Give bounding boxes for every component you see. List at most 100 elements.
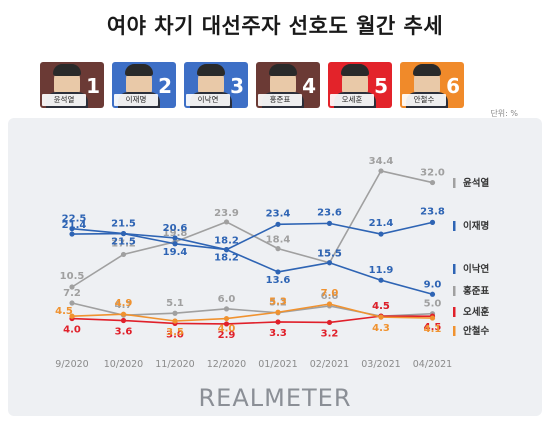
- data-label: 4.1: [424, 324, 442, 335]
- legend-swatch: [453, 221, 456, 231]
- data-label: 23.4: [266, 208, 291, 219]
- data-label: 5.1: [166, 298, 184, 309]
- portrait-hair: [341, 64, 369, 76]
- data-label: 4.3: [372, 323, 390, 334]
- data-label: 19.8: [163, 228, 188, 239]
- candidate-name: 이재명: [114, 94, 158, 106]
- data-label: 4.5: [424, 322, 442, 333]
- data-point: [223, 321, 230, 327]
- x-tick-label: 03/2021: [361, 359, 400, 370]
- data-label: 23.9: [214, 208, 239, 219]
- data-label: 3.0: [166, 329, 184, 340]
- data-label: 15.5: [317, 249, 342, 260]
- candidate-rank: 5: [374, 74, 388, 98]
- data-point: [429, 219, 436, 225]
- data-point: [429, 291, 436, 297]
- candidate-card: 6 안철수: [400, 62, 464, 108]
- legend-label: 홍준표: [463, 285, 489, 297]
- data-point: [120, 311, 127, 317]
- data-point: [378, 277, 384, 283]
- x-tick-label: 12/2020: [207, 359, 246, 370]
- data-label: 3.3: [269, 328, 287, 339]
- candidate-rank: 1: [86, 74, 100, 98]
- candidate-name: 윤석열: [42, 94, 86, 106]
- data-label: 9.0: [424, 279, 442, 290]
- data-point: [275, 319, 281, 325]
- data-label: 21.5: [111, 219, 136, 230]
- data-point: [326, 220, 333, 226]
- x-tick-label: 10/2020: [104, 359, 143, 370]
- candidate-card: 4 홍준표: [256, 62, 320, 108]
- data-point: [69, 231, 75, 237]
- data-label: 3.6: [115, 327, 133, 338]
- series-line: [71, 221, 433, 251]
- candidate-name: 안철수: [402, 94, 446, 106]
- data-point: [429, 179, 436, 186]
- data-label: 4.7: [115, 300, 133, 311]
- legend-swatch: [453, 326, 456, 336]
- x-tick-label: 9/2020: [55, 359, 88, 370]
- data-point: [378, 314, 384, 320]
- data-point: [172, 241, 178, 247]
- chart-title: 여야 차기 대선주자 선호도 월간 추세: [106, 14, 444, 38]
- portrait-hair: [53, 64, 81, 76]
- candidate-name: 이낙연: [186, 94, 230, 106]
- candidate-card: 2 이재명: [112, 62, 176, 108]
- candidate-rank: 3: [230, 74, 244, 98]
- x-tick-label: 01/2021: [258, 359, 297, 370]
- data-label: 19.4: [163, 247, 188, 258]
- data-point: [172, 318, 178, 324]
- candidate-card: 1 윤석열: [40, 62, 104, 108]
- data-label: 13.6: [266, 275, 291, 286]
- data-label: 20.6: [163, 223, 188, 234]
- data-point: [120, 230, 127, 237]
- data-point: [429, 315, 436, 321]
- candidate-cards: 1 윤석열 2 이재명 3 이낙연 4 홍준표 5 오세훈 6 안철수: [40, 62, 510, 112]
- series-line: [71, 170, 433, 288]
- data-point: [223, 315, 230, 322]
- candidate-name: 오세훈: [330, 94, 374, 106]
- data-label: 18.4: [266, 235, 291, 246]
- data-label: 6.6: [321, 291, 339, 302]
- data-label: 17.2: [111, 238, 136, 249]
- legend-label: 윤석열: [463, 177, 489, 189]
- candidate-card: 3 이낙연: [184, 62, 248, 108]
- data-point: [326, 260, 333, 266]
- portrait-hair: [125, 64, 153, 76]
- data-label: 4.0: [218, 324, 236, 335]
- candidate-card: 5 오세훈: [328, 62, 392, 108]
- data-label: 21.4: [369, 218, 394, 229]
- data-point: [275, 221, 281, 227]
- x-tick-label: 04/2021: [413, 359, 452, 370]
- legend-label: 이재명: [463, 220, 489, 232]
- data-label: 3.5: [166, 327, 184, 338]
- series-line: [71, 227, 433, 296]
- data-label: 4.9: [115, 298, 133, 309]
- data-point: [223, 247, 230, 253]
- data-label: 7.0: [321, 288, 339, 299]
- data-label: 4.5: [372, 301, 390, 312]
- legend-label: 이낙연: [463, 263, 489, 275]
- legend-swatch: [453, 264, 456, 274]
- data-point: [275, 309, 281, 315]
- unit-label: 단위: %: [490, 109, 518, 118]
- data-label: 22.5: [62, 214, 87, 225]
- series-line: [71, 315, 433, 325]
- data-label: 23.6: [317, 207, 342, 218]
- data-label: 6.0: [218, 294, 236, 305]
- data-label: 5.2: [269, 298, 287, 309]
- data-point: [69, 300, 75, 306]
- data-point: [120, 317, 127, 324]
- legend-swatch: [453, 307, 456, 317]
- data-label: 4.5: [55, 306, 73, 317]
- data-point: [275, 246, 281, 252]
- candidate-rank: 6: [446, 74, 460, 98]
- data-point: [69, 284, 75, 290]
- data-point: [172, 310, 178, 316]
- data-label: 2.9: [218, 330, 236, 341]
- data-point: [378, 168, 384, 174]
- data-label: 11.9: [369, 265, 394, 276]
- legend-label: 오세훈: [463, 306, 489, 318]
- data-point: [172, 235, 178, 241]
